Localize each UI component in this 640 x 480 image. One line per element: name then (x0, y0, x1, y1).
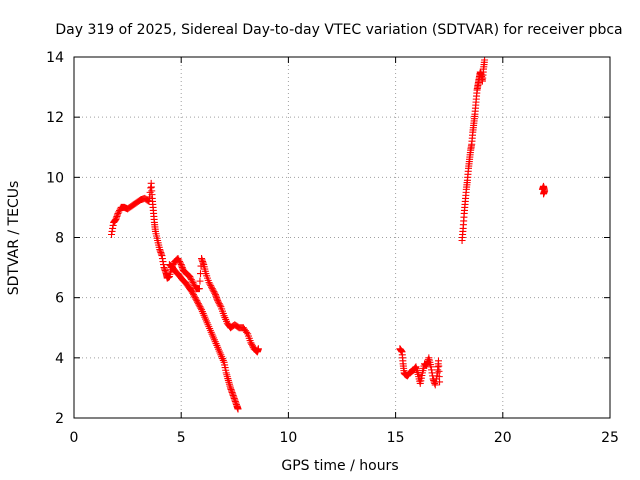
data-point (190, 292, 198, 300)
data-point (215, 300, 223, 308)
data-point (540, 190, 548, 198)
data-point (187, 276, 195, 284)
x-tick-label: 0 (70, 430, 79, 446)
y-tick-label: 6 (55, 291, 64, 307)
data-point (192, 295, 200, 303)
series-segment-2 (165, 261, 242, 413)
y-tick-label: 14 (46, 50, 64, 66)
data-point (144, 197, 152, 205)
data-point (207, 283, 215, 291)
x-tick-labels: 0 5 10 15 20 25 (70, 430, 619, 446)
data-point (189, 279, 197, 287)
data-point (210, 288, 218, 296)
data-point (193, 297, 201, 305)
x-tick-label: 15 (387, 430, 405, 446)
data-point (176, 259, 184, 267)
series-segment-4 (458, 56, 489, 245)
data-point (186, 273, 194, 281)
data-point (254, 345, 262, 353)
y-tick-label: 4 (55, 351, 64, 367)
data-point (481, 56, 489, 64)
data-point (174, 255, 182, 263)
data-point (114, 209, 122, 217)
data-point (188, 288, 196, 296)
data-point (191, 294, 199, 302)
grid-lines (74, 57, 610, 418)
data-point (197, 304, 205, 312)
series-segment-3 (396, 345, 444, 389)
y-tick-label: 2 (55, 411, 64, 427)
data-point (214, 297, 222, 305)
data-point (187, 274, 195, 282)
y-tick-label: 12 (46, 110, 64, 126)
data-point (208, 285, 216, 293)
y-axis-label: SDTVAR / TECUs (6, 181, 22, 296)
y-tick-label: 10 (46, 170, 64, 186)
data-point (234, 405, 242, 413)
data-point (196, 303, 204, 311)
data-point (248, 340, 256, 348)
data-point (176, 258, 184, 266)
series-segment-1 (108, 179, 262, 356)
data-point (216, 301, 224, 309)
data-point (205, 279, 213, 287)
x-tick-label: 25 (601, 430, 619, 446)
data-point (206, 280, 214, 288)
data-point (190, 291, 198, 299)
chart-title: Day 319 of 2025, Sidereal Day-to-day VTE… (55, 22, 622, 38)
data-point (175, 256, 183, 264)
data-point (189, 289, 197, 297)
y-tick-labels: 2 4 6 8 10 12 14 (46, 50, 64, 427)
plot-frame (73, 56, 611, 419)
data-point (243, 328, 251, 336)
data-point (211, 289, 219, 297)
data-point (195, 301, 203, 309)
data-point (194, 298, 202, 306)
data-point (190, 280, 198, 288)
x-tick-label: 10 (279, 430, 297, 446)
x-tick-label: 5 (177, 430, 186, 446)
data-points (108, 56, 549, 413)
data-point (194, 300, 202, 308)
x-tick-label: 20 (494, 430, 512, 446)
data-point (195, 285, 203, 293)
data-point (196, 277, 204, 285)
data-point (248, 342, 256, 350)
data-point (214, 298, 222, 306)
data-point (247, 339, 255, 347)
data-point (209, 286, 217, 294)
data-point (188, 277, 196, 285)
series-segment-5 (538, 182, 549, 198)
data-point (436, 378, 444, 386)
data-point (115, 208, 123, 216)
data-point (207, 282, 215, 290)
x-axis-label: GPS time / hours (281, 458, 398, 474)
y-tick-label: 8 (55, 231, 64, 247)
